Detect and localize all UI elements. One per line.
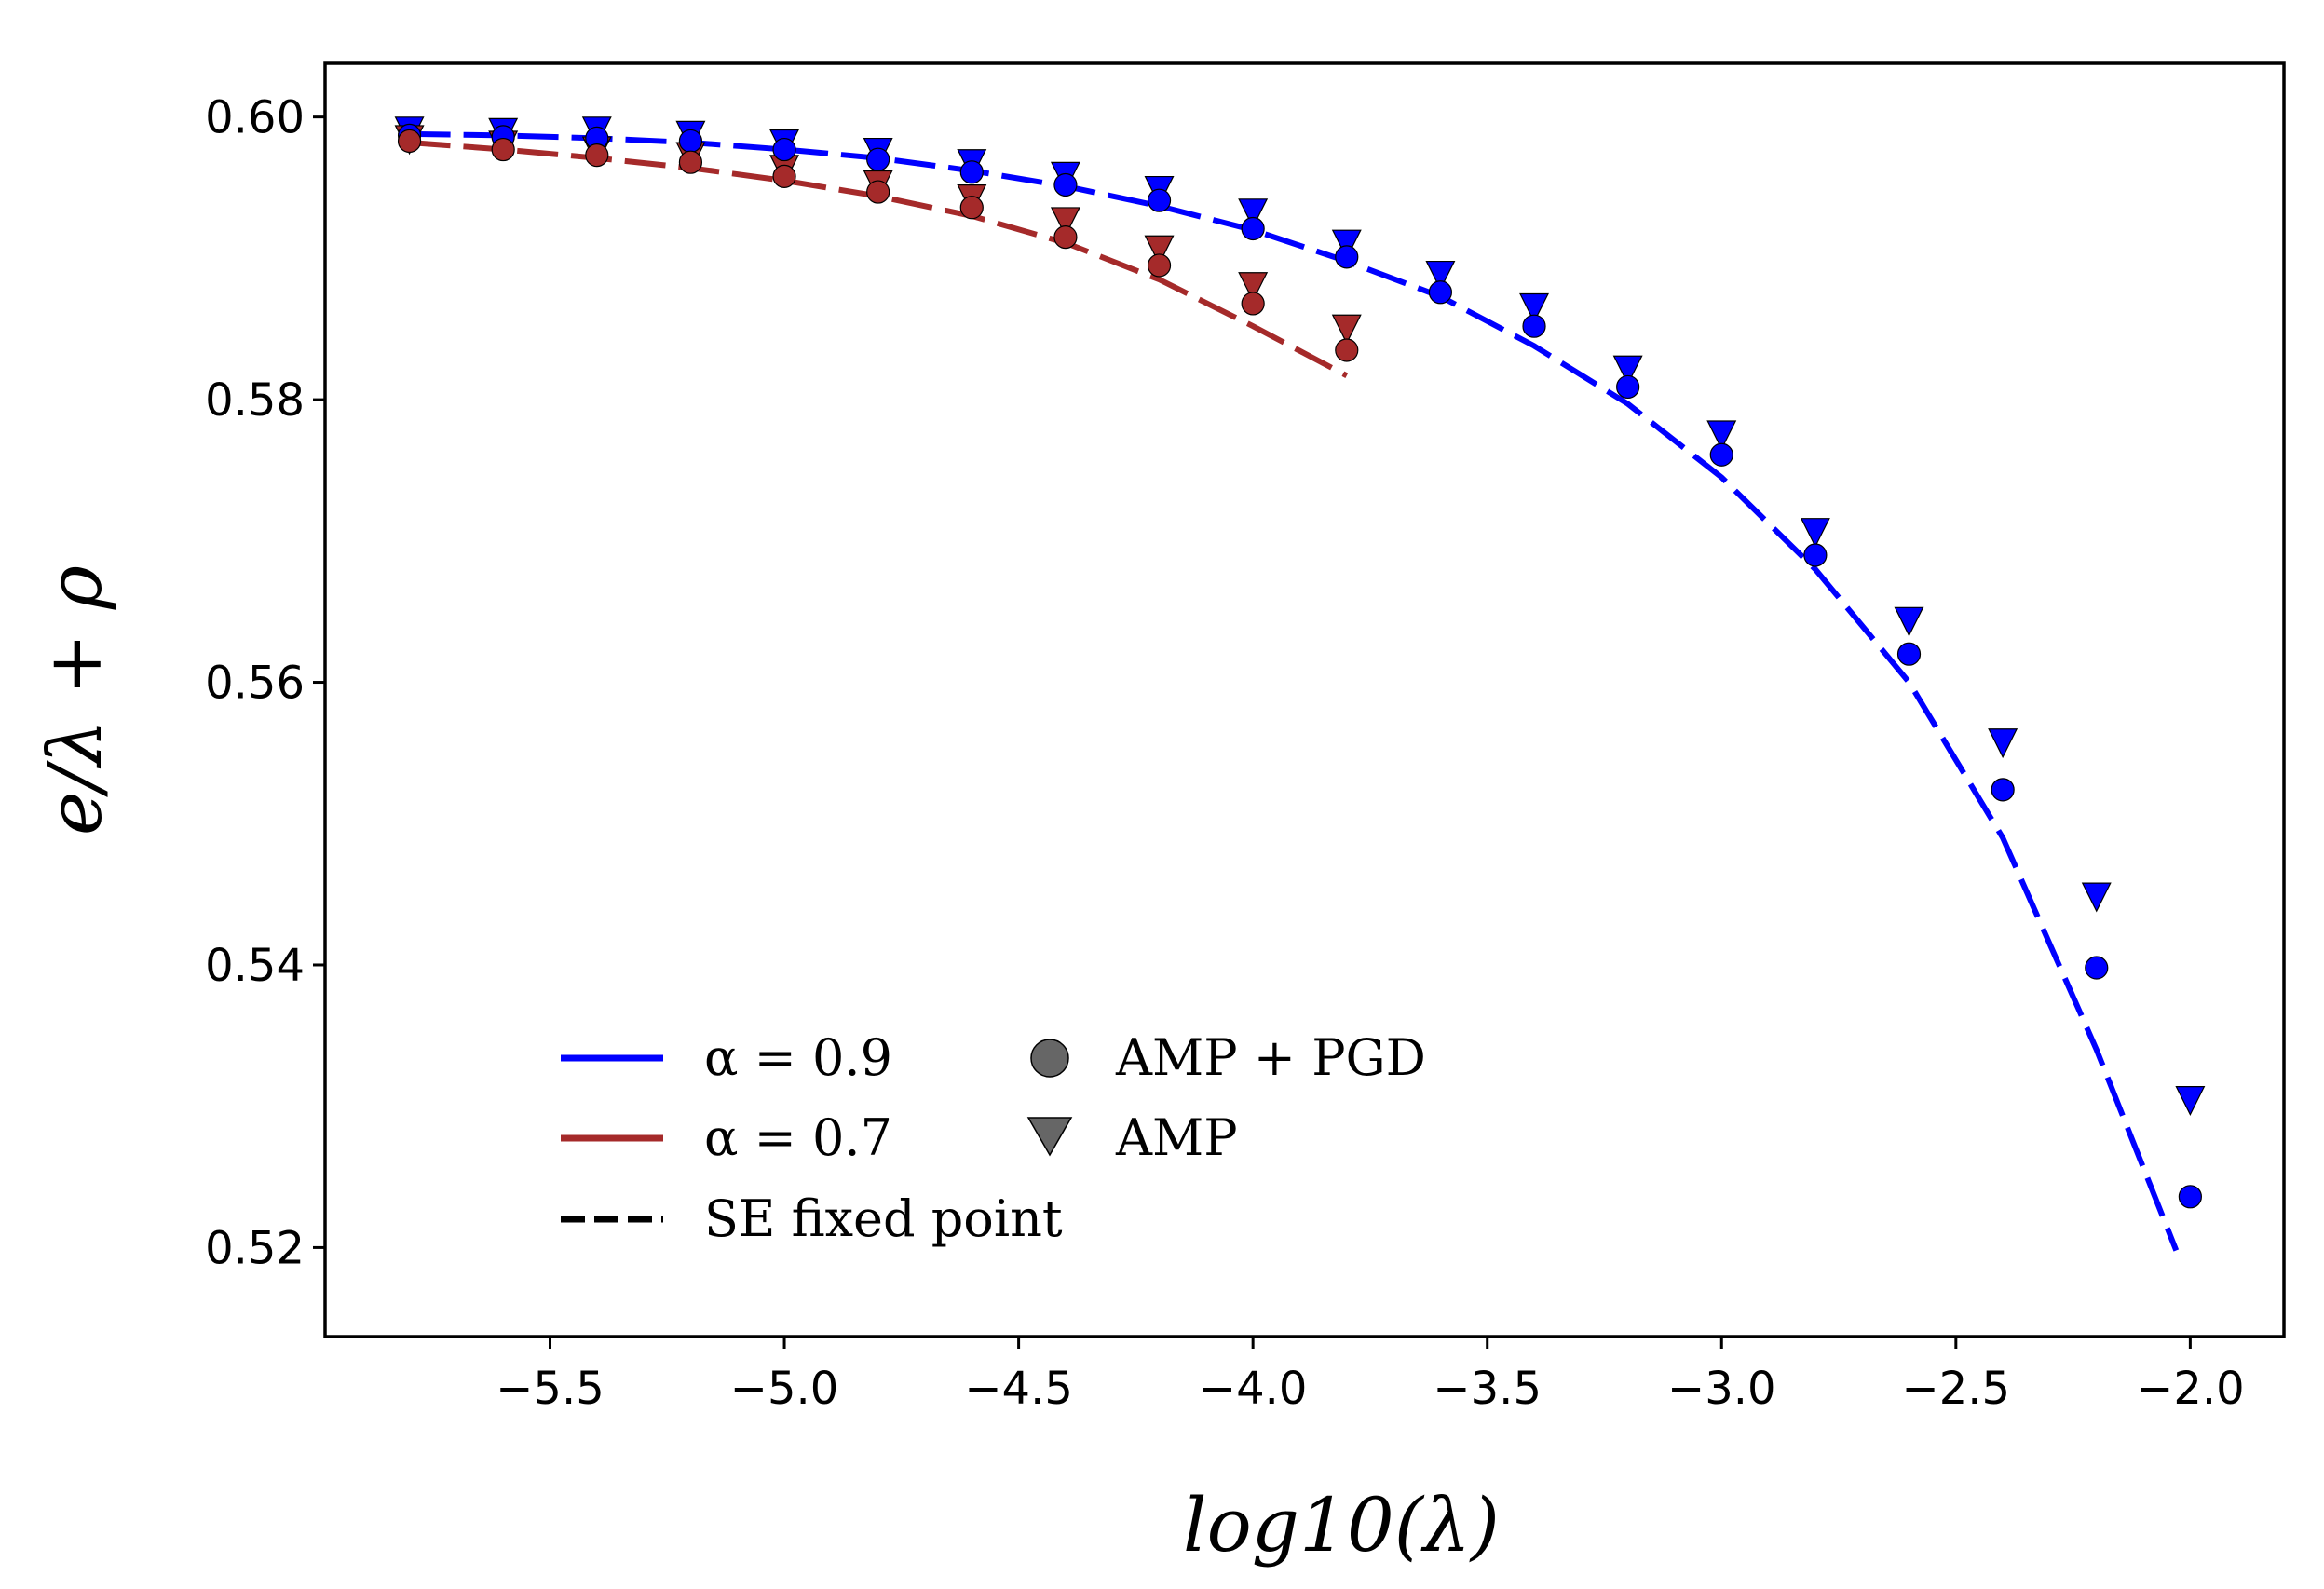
amp-pgd-point-alpha_09 bbox=[678, 129, 703, 154]
y-axis-ticks: 0.52 0.54 0.56 0.58 0.60 bbox=[205, 92, 325, 1274]
legend-label-alpha-07: α = 0.7 bbox=[704, 1108, 892, 1167]
amp-pgd-point-alpha_09 bbox=[866, 147, 890, 171]
amp-pgd-point-alpha_07 bbox=[678, 150, 703, 174]
amp-pgd-point-alpha_07 bbox=[1053, 225, 1078, 250]
amp-pgd-point-alpha_09 bbox=[1241, 216, 1265, 241]
legend: α = 0.9 α = 0.7 SE fixed point AMP + PGD… bbox=[561, 1028, 1426, 1248]
x-tick-label: −5.5 bbox=[496, 1363, 605, 1415]
data-series-layer bbox=[394, 116, 2206, 1252]
amp-pgd-point-alpha_09 bbox=[1053, 172, 1078, 197]
amp-pgd-point-alpha_07 bbox=[1335, 338, 1359, 362]
amp-pgd-point-alpha_07 bbox=[959, 196, 984, 220]
se-curve-alpha_09 bbox=[409, 130, 2180, 1252]
x-axis-label: log10(λ) bbox=[1183, 1482, 1500, 1569]
legend-label-alpha-09: α = 0.9 bbox=[704, 1028, 892, 1087]
amp-pgd-point-alpha_09 bbox=[1428, 280, 1453, 305]
amp-pgd-point-alpha_07 bbox=[772, 164, 796, 188]
legend-marker-amp bbox=[1026, 1117, 1073, 1157]
amp-point-alpha_09 bbox=[1894, 606, 1924, 637]
amp-point-alpha_09 bbox=[1706, 420, 1737, 451]
amp-pgd-point-alpha_09 bbox=[1896, 642, 1922, 666]
x-tick-label: −5.0 bbox=[730, 1363, 839, 1415]
amp-point-alpha_09 bbox=[1800, 518, 1830, 549]
amp-point-alpha_09 bbox=[1519, 292, 1549, 323]
amp-pgd-point-alpha_07 bbox=[1147, 253, 1172, 278]
amp-point-alpha_09 bbox=[1988, 728, 2018, 759]
amp-pgd-point-alpha_09 bbox=[1709, 442, 1733, 467]
plot-frame bbox=[323, 61, 2286, 1338]
amp-point-alpha_09 bbox=[2081, 882, 2112, 913]
amp-pgd-point-alpha_09 bbox=[1335, 245, 1359, 269]
legend-marker-amp-pgd bbox=[1030, 1039, 1069, 1078]
amp-pgd-point-alpha_09 bbox=[1616, 374, 1640, 400]
amp-pgd-point-alpha_09 bbox=[772, 137, 796, 162]
amp-point-alpha_07 bbox=[1331, 314, 1362, 345]
x-axis-ticks: −5.5 −5.0 −4.5 −4.0 −3.5 −3.0 −2.5 −2.0 bbox=[496, 1337, 2245, 1415]
y-tick-label: 0.56 bbox=[205, 658, 305, 710]
amp-point-alpha_07 bbox=[1144, 235, 1175, 265]
legend-label-se-fixed-point: SE fixed point bbox=[704, 1189, 1063, 1248]
amp-pgd-point-alpha_07 bbox=[866, 180, 890, 204]
x-tick-label: −2.0 bbox=[2136, 1363, 2245, 1415]
amp-point-alpha_09 bbox=[2175, 1086, 2206, 1116]
x-tick-label: −3.5 bbox=[1433, 1363, 1542, 1415]
amp-point-alpha_07 bbox=[1238, 272, 1269, 303]
x-tick-label: −3.0 bbox=[1667, 1363, 1776, 1415]
amp-pgd-point-alpha_09 bbox=[1522, 314, 1546, 338]
legend-label-amp-pgd: AMP + PGD bbox=[1115, 1028, 1426, 1087]
amp-pgd-point-alpha_09 bbox=[1991, 778, 2015, 802]
y-tick-label: 0.58 bbox=[205, 374, 305, 427]
amp-pgd-point-alpha_07 bbox=[585, 143, 609, 168]
x-tick-label: −4.5 bbox=[964, 1363, 1073, 1415]
y-tick-label: 0.52 bbox=[205, 1222, 305, 1274]
amp-pgd-point-alpha_09 bbox=[2085, 956, 2109, 980]
legend-label-amp: AMP bbox=[1115, 1108, 1238, 1167]
amp-pgd-point-alpha_09 bbox=[959, 160, 984, 184]
amp-pgd-point-alpha_09 bbox=[1147, 188, 1172, 212]
amp-point-alpha_09 bbox=[1238, 198, 1269, 229]
x-tick-label: −4.0 bbox=[1199, 1363, 1308, 1415]
y-tick-label: 0.60 bbox=[205, 92, 305, 144]
amp-point-alpha_09 bbox=[1425, 260, 1456, 291]
y-axis-label: e/λ + ρ bbox=[32, 565, 118, 835]
amp-point-alpha_09 bbox=[1612, 355, 1643, 386]
amp-point-alpha_09 bbox=[1331, 229, 1362, 260]
amp-pgd-point-alpha_09 bbox=[2178, 1185, 2202, 1209]
x-tick-label: −2.5 bbox=[1902, 1363, 2011, 1415]
y-tick-label: 0.54 bbox=[205, 940, 305, 992]
amp-pgd-point-alpha_07 bbox=[397, 129, 422, 154]
amp-point-alpha_07 bbox=[1050, 207, 1080, 238]
amp-pgd-point-alpha_07 bbox=[491, 137, 515, 162]
amp-pgd-point-alpha_07 bbox=[1241, 292, 1265, 316]
amp-pgd-point-alpha_09 bbox=[1803, 543, 1828, 567]
